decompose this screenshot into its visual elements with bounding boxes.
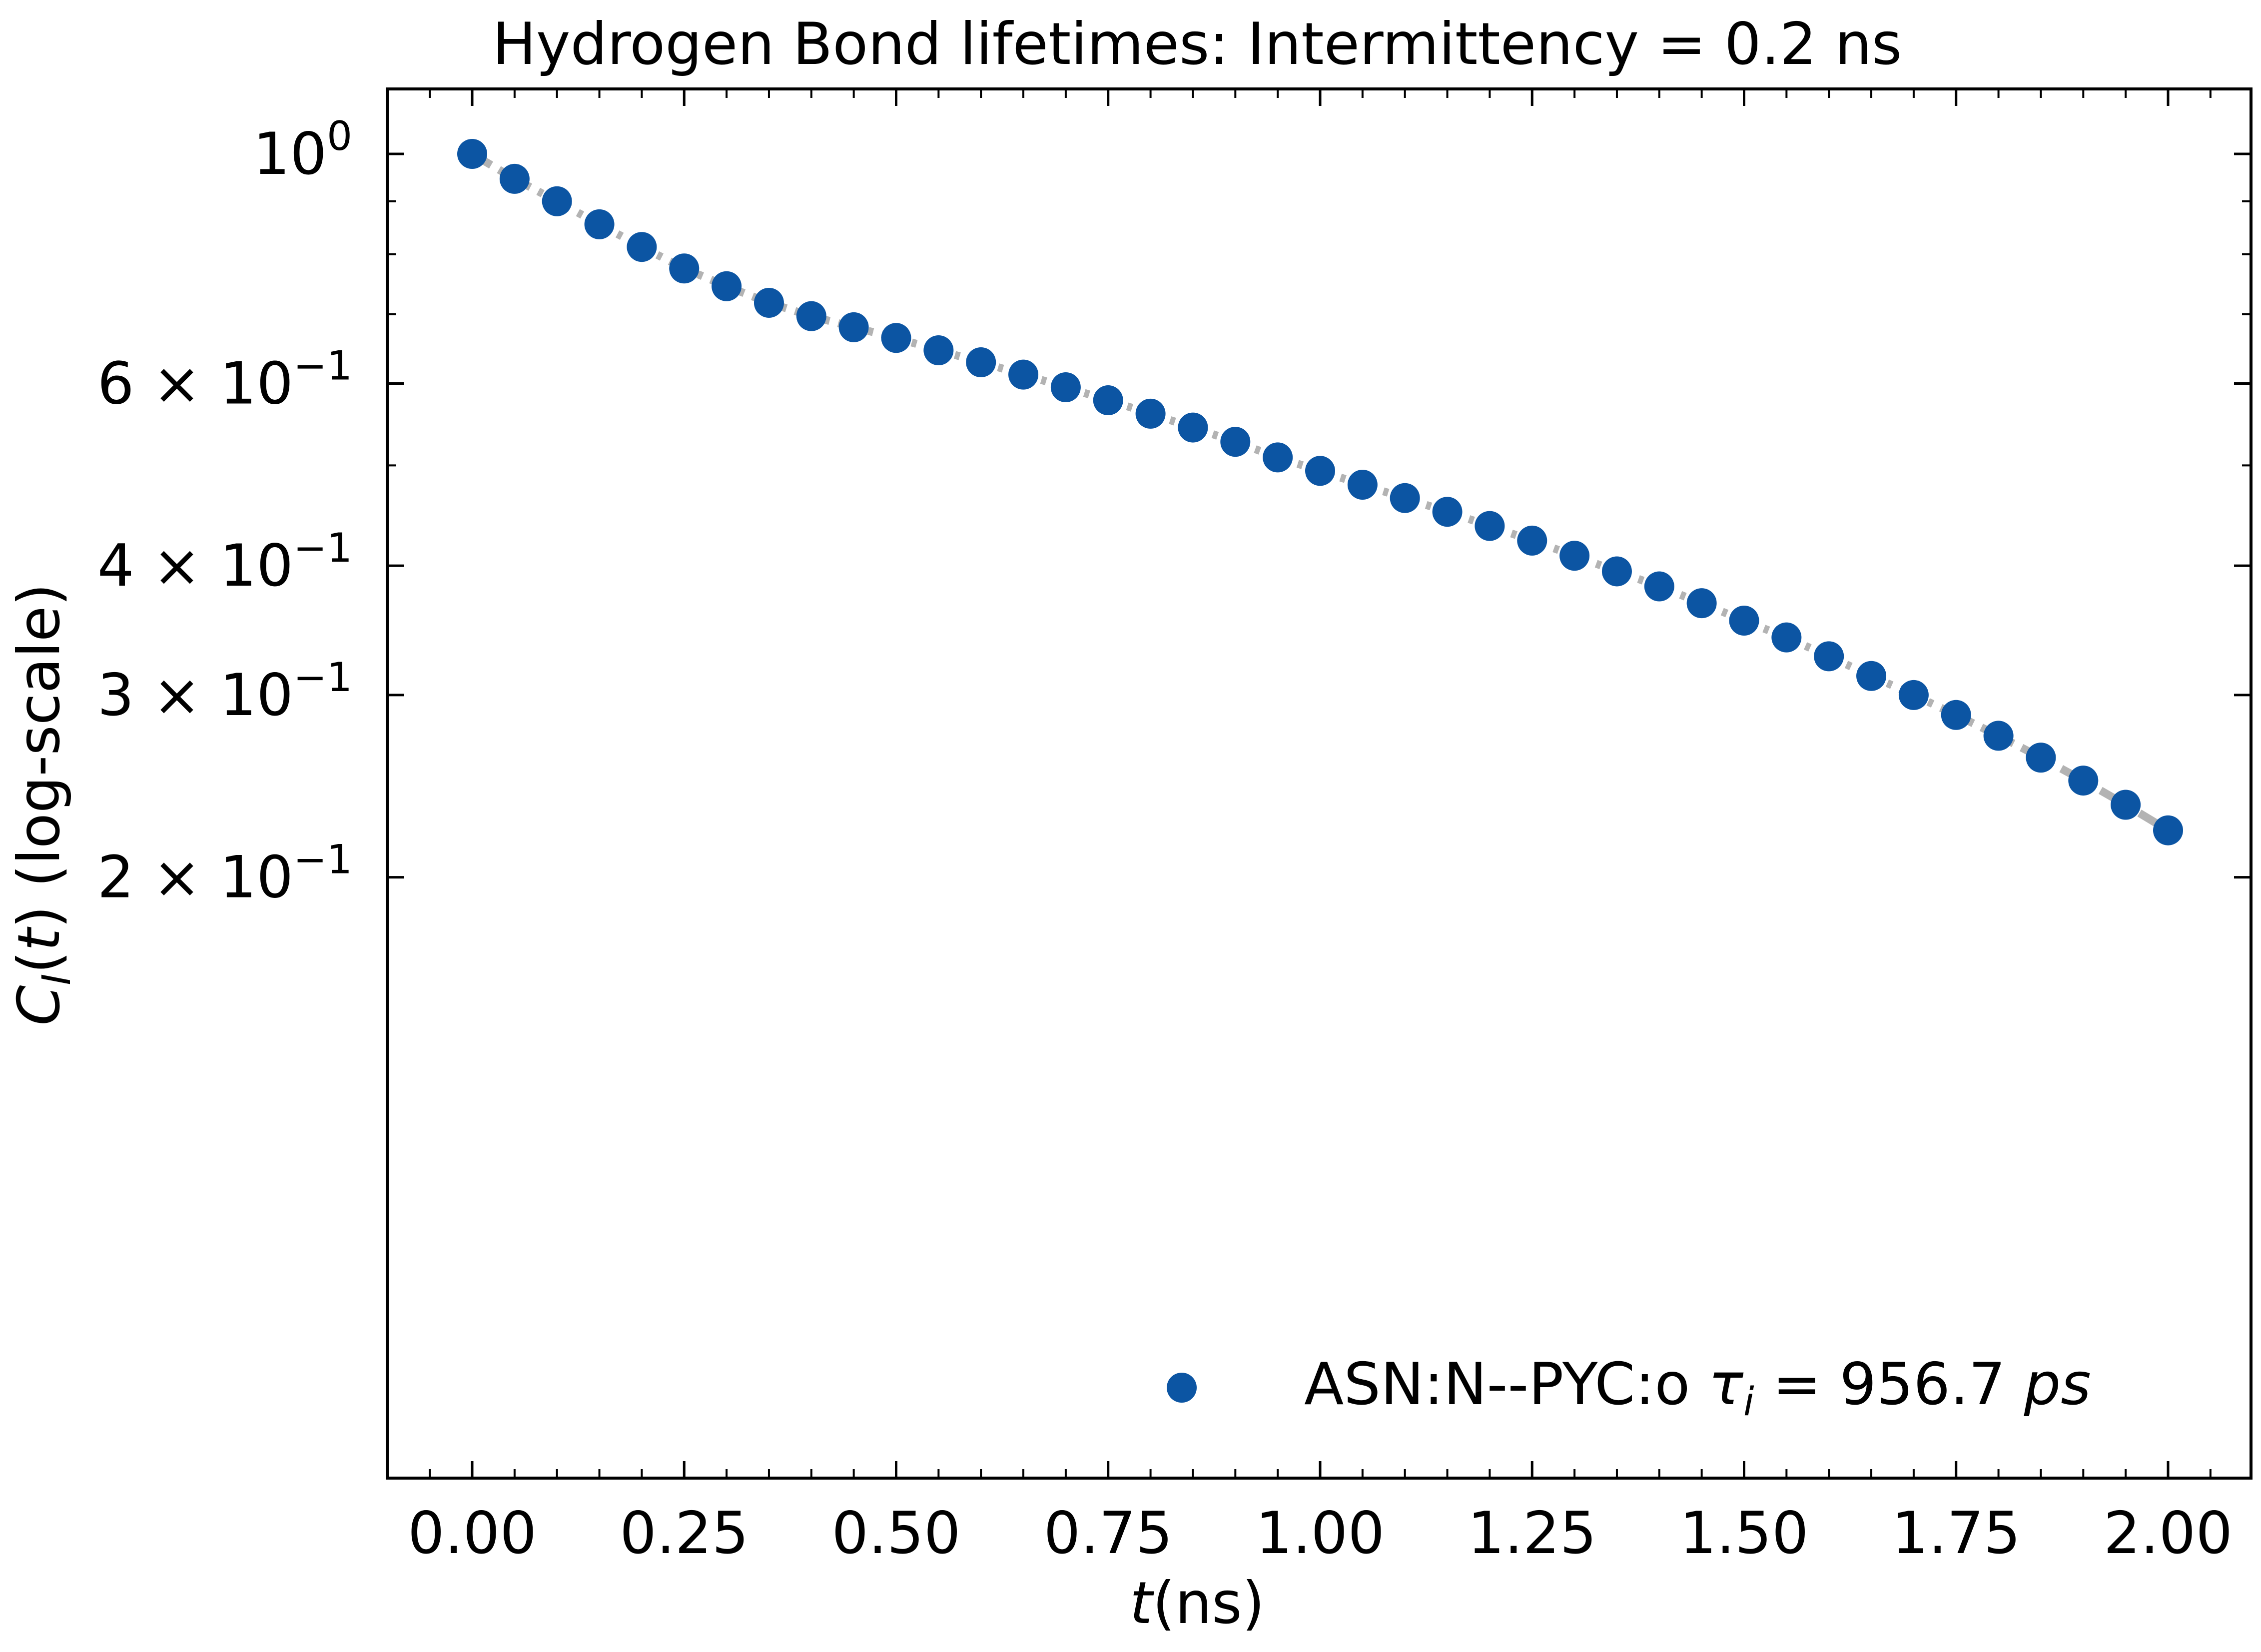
data-point	[669, 253, 700, 284]
data-point	[923, 335, 954, 366]
x-tick-label: 2.00	[2104, 1500, 2233, 1567]
legend-series-name: ASN:N--PYC:o	[1304, 1351, 1690, 1418]
data-point	[1771, 622, 1802, 653]
data-point	[627, 232, 657, 262]
data-point	[796, 301, 826, 331]
x-axis: 0.00 0.25 0.50 0.75 1.00 1.25 1.50 1.75 2.00	[386, 89, 2233, 1567]
data-point	[1686, 588, 1717, 619]
y-axis-label: CI(t) (log-scale)	[5, 584, 79, 1026]
fit-layer	[470, 150, 2171, 834]
data-point	[1305, 456, 1335, 486]
data-point	[1263, 442, 1293, 473]
data-point	[1178, 412, 1208, 443]
y-tick-label: 4 × 10−1	[97, 525, 352, 600]
plot-area	[386, 87, 2253, 1480]
legend: ASN:N--PYC:o τi = 956.7 ps τi = 956.7 ps	[1167, 1351, 2091, 1425]
data-point	[1220, 427, 1251, 457]
y-axis: 100 6 × 10−1 4 × 10−1 3 × 10−1 2 × 10−1	[97, 113, 2251, 911]
data-point	[1135, 398, 1166, 429]
data-point	[1475, 511, 1505, 541]
data-point	[1008, 359, 1039, 390]
x-tick-label: 0.25	[620, 1500, 749, 1567]
y-tick-label: 100	[253, 113, 352, 188]
y-tick-label: 6 × 10−1	[97, 342, 352, 417]
x-tick-label: 1.25	[1468, 1500, 1596, 1567]
data-point	[1898, 680, 1929, 710]
x-tick-label: 1.00	[1256, 1500, 1385, 1567]
y-tick-label: 3 × 10−1	[97, 654, 352, 729]
legend-marker	[1167, 1373, 1197, 1403]
data-point	[499, 163, 530, 194]
x-tick-label: 0.50	[831, 1500, 960, 1567]
data-point	[1390, 483, 1420, 513]
data-point	[2153, 815, 2183, 845]
data-point	[1814, 641, 1844, 672]
data-point	[1559, 541, 1590, 571]
x-tick-label: 0.00	[408, 1500, 537, 1567]
data-point	[966, 347, 996, 377]
legend-label: ASN:N--PYC:o τi = 956.7 ps	[1304, 1351, 2091, 1425]
data-point	[838, 312, 869, 342]
data-point	[584, 209, 615, 239]
data-point	[1517, 525, 1547, 556]
x-axis-label: t(ns)	[1130, 1570, 1265, 1637]
data-point	[1050, 372, 1081, 402]
data-point	[1941, 700, 1971, 730]
data-point	[1983, 721, 2014, 751]
data-point	[1432, 497, 1463, 527]
data-point	[1601, 556, 1632, 587]
data-point	[542, 186, 572, 216]
points-layer	[457, 139, 2183, 845]
x-tick-label: 1.75	[1892, 1500, 2021, 1567]
data-point	[1093, 385, 1123, 416]
y-tick-label: 2 × 10−1	[97, 836, 352, 911]
data-point	[754, 287, 784, 318]
plot-frame	[386, 87, 2253, 1480]
data-point	[1347, 470, 1378, 500]
data-point	[712, 271, 742, 301]
data-point	[2026, 743, 2056, 773]
chart-title: Hydrogen Bond lifetimes: Intermittency =…	[493, 10, 1902, 78]
data-point	[1729, 606, 1759, 636]
x-tick-label: 0.75	[1044, 1500, 1173, 1567]
data-point	[2068, 766, 2099, 796]
data-point	[457, 139, 487, 169]
x-tick-label: 1.50	[1679, 1500, 1808, 1567]
data-point	[881, 323, 911, 353]
data-point	[1644, 571, 1674, 602]
fit-line	[470, 150, 2171, 834]
data-point	[2111, 790, 2141, 820]
data-point	[1856, 661, 1887, 691]
